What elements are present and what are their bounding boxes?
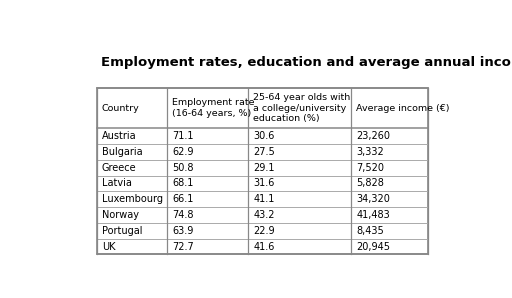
Text: Luxembourg: Luxembourg [102,194,163,204]
Text: 68.1: 68.1 [172,179,194,188]
Text: 72.7: 72.7 [172,242,194,252]
Text: 30.6: 30.6 [253,131,275,141]
Text: 74.8: 74.8 [172,210,194,220]
Text: UK: UK [102,242,116,252]
Text: Average income (€): Average income (€) [356,104,450,113]
Text: Latvia: Latvia [102,179,132,188]
Text: 3,332: 3,332 [356,147,384,157]
Text: 41,483: 41,483 [356,210,390,220]
Text: 22.9: 22.9 [253,226,275,236]
Text: Austria: Austria [102,131,137,141]
Text: Norway: Norway [102,210,139,220]
Bar [97,88,428,254]
Bar [97,88,428,254]
Text: 62.9: 62.9 [172,147,194,157]
Text: 34,320: 34,320 [356,194,390,204]
Text: 41.6: 41.6 [253,242,275,252]
Text: 43.2: 43.2 [253,210,275,220]
Text: 31.6: 31.6 [253,179,275,188]
Text: 27.5: 27.5 [253,147,275,157]
Text: 23,260: 23,260 [356,131,390,141]
Text: Greece: Greece [102,163,137,173]
Text: Portugal: Portugal [102,226,142,236]
Text: Country: Country [102,104,140,113]
Text: 63.9: 63.9 [172,226,194,236]
Text: 7,520: 7,520 [356,163,384,173]
Text: 5,828: 5,828 [356,179,384,188]
Text: Employment rate
(16-64 years, %): Employment rate (16-64 years, %) [172,98,255,118]
Text: Bulgaria: Bulgaria [102,147,143,157]
Text: 66.1: 66.1 [172,194,194,204]
Text: Employment rates, education and average annual income, 2015: Employment rates, education and average … [101,56,512,69]
Text: 50.8: 50.8 [172,163,194,173]
Text: 71.1: 71.1 [172,131,194,141]
Text: 8,435: 8,435 [356,226,384,236]
Text: 25-64 year olds with
a college/university
education (%): 25-64 year olds with a college/universit… [253,93,351,123]
Text: 29.1: 29.1 [253,163,275,173]
Text: 20,945: 20,945 [356,242,390,252]
Text: 41.1: 41.1 [253,194,275,204]
